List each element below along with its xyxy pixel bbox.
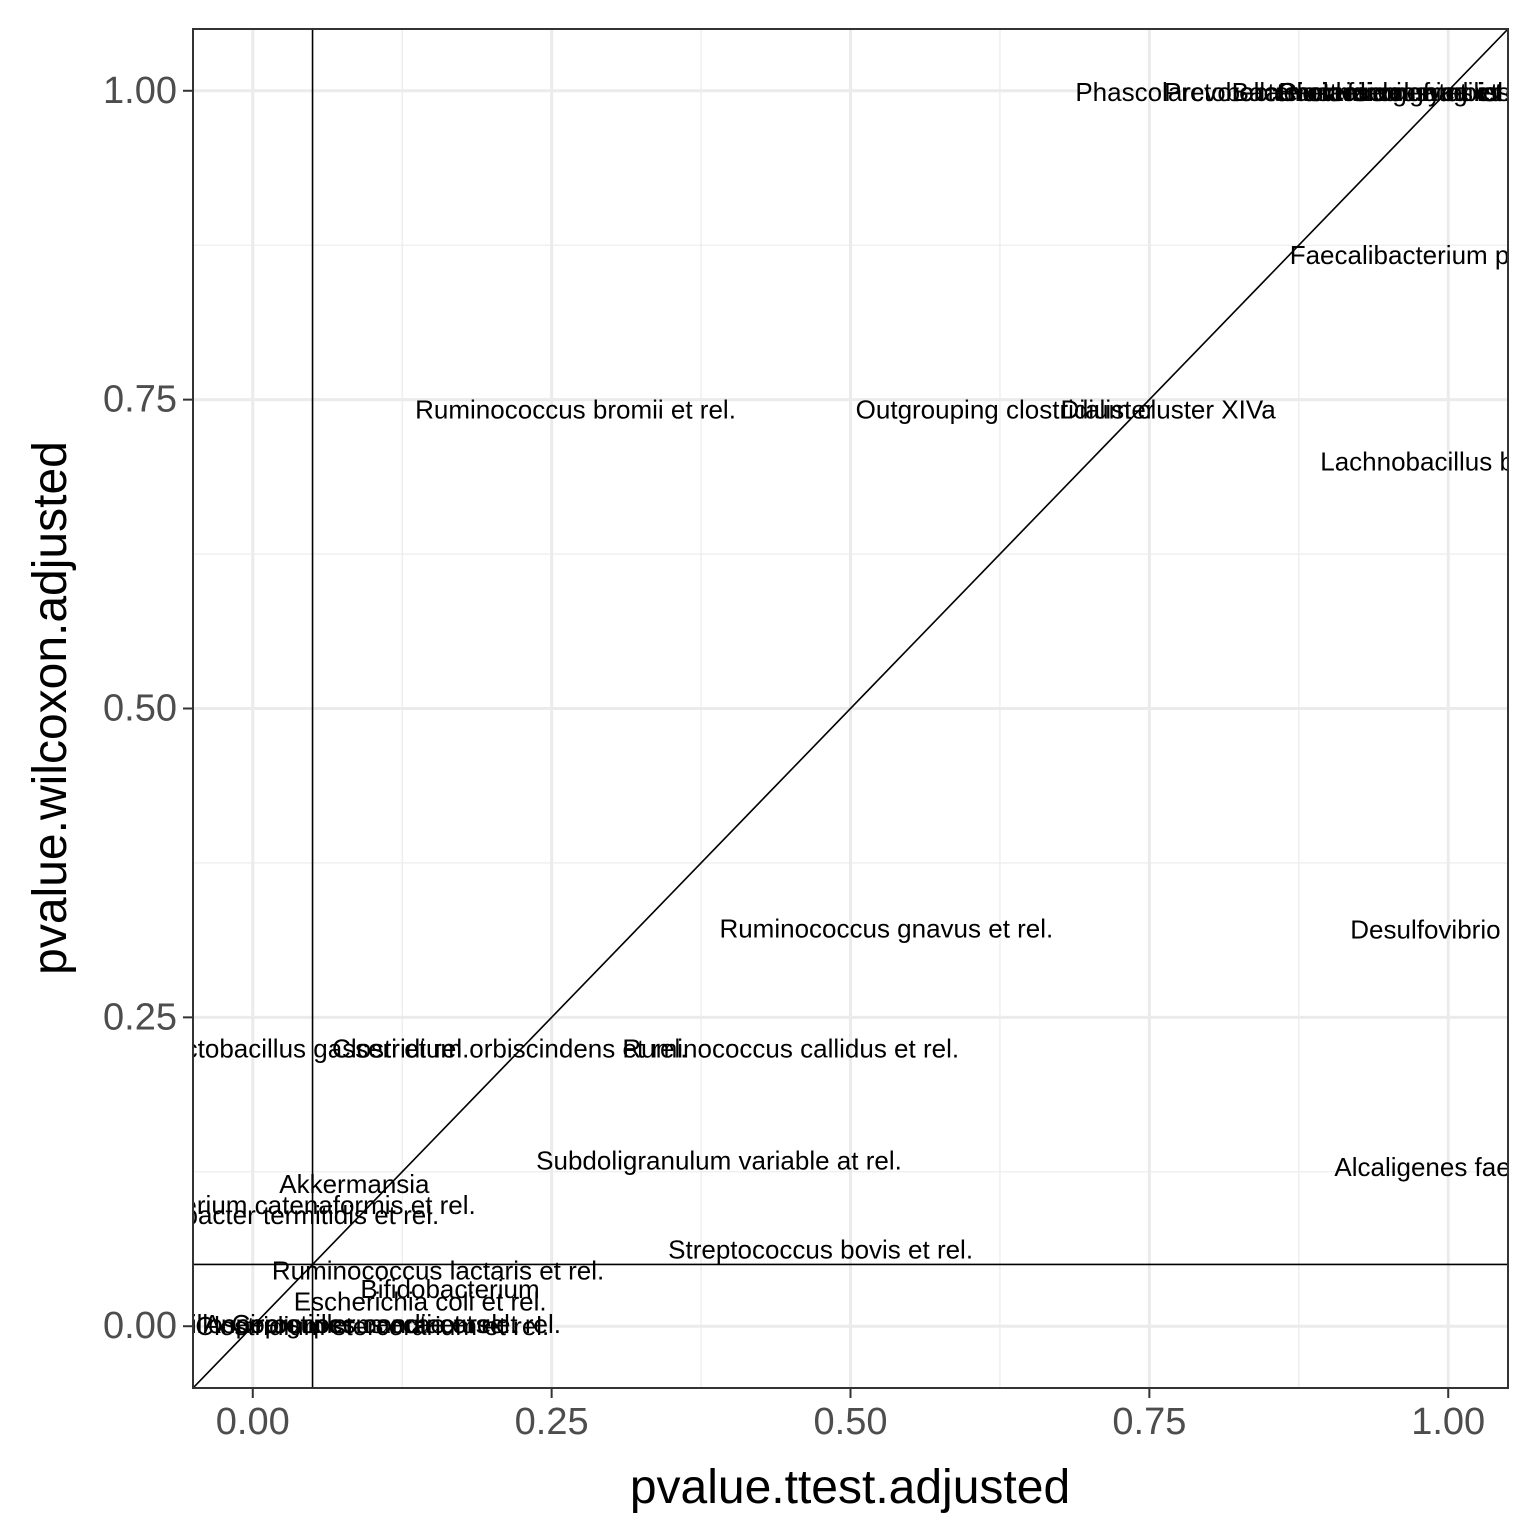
- point-label: Oscillospira guillermondii et rel.: [145, 1309, 505, 1339]
- point-label: Lactobacillus gasseri et rel.: [156, 1033, 470, 1063]
- point-label: Escherichia coli et rel.: [294, 1287, 547, 1317]
- point-label: Outgrouping clostridium cluster XIVa: [856, 395, 1277, 425]
- point-label: Bacteroides fragilis et rel.: [1278, 77, 1536, 107]
- y-tick-label: 0.25: [103, 996, 177, 1038]
- point-label: Prevotella melaninogenica et rel.: [1164, 77, 1536, 107]
- point-label: Subdoligranulum variable at rel.: [536, 1146, 902, 1176]
- point-label: Alcaligenes faeca: [1334, 1152, 1536, 1182]
- point-label: Ruminococcus callidus et rel.: [622, 1033, 959, 1063]
- point-label: Clostridium orbiscindens et rel.: [332, 1033, 687, 1063]
- y-axis-ticks: 0.00 0.25 0.50 0.75 1.00: [103, 70, 193, 1347]
- x-tick-label: 0.25: [515, 1401, 589, 1443]
- point-label: Desulfovibrio e: [1350, 915, 1522, 945]
- point-label: Lachnobacillus bo: [1320, 446, 1528, 476]
- x-axis-ticks: 0.00 0.25 0.50 0.75 1.00: [216, 1388, 1485, 1443]
- y-tick-label: 0.50: [103, 688, 177, 730]
- point-label: Dialister: [1061, 395, 1155, 425]
- point-label: Phascolarctobacterium faecium et rel.: [1075, 77, 1510, 107]
- y-tick-label: 0.00: [103, 1305, 177, 1347]
- point-label: Eubacterium catenaformis et rel.: [101, 1190, 475, 1220]
- point-label: Akkermansia: [279, 1169, 430, 1199]
- x-tick-label: 0.75: [1112, 1401, 1186, 1443]
- point-label: Coprococcus eutactus et rel.: [231, 1309, 561, 1339]
- point-labels: Faecalibacterium prau Ruminococcus bromii…: [101, 77, 1536, 1341]
- point-label: Ruminococcus bromii et rel.: [415, 395, 736, 425]
- y-axis-title: pvalue.wilcoxon.adjusted: [24, 441, 77, 975]
- x-tick-label: 0.50: [814, 1401, 888, 1443]
- y-tick-label: 1.00: [103, 70, 177, 112]
- point-label: Sporobacter termitidis et rel.: [114, 1200, 439, 1230]
- point-label: Bacteroides vulgatus et rel.: [1232, 77, 1536, 107]
- x-tick-label: 0.00: [216, 1401, 290, 1443]
- point-label: Bifidobacterium: [360, 1274, 539, 1304]
- point-label: Ruminococcus lactaris et rel.: [272, 1256, 604, 1286]
- point-label: Clostridium stercorarium et rel.: [195, 1311, 549, 1341]
- x-tick-label: 1.00: [1411, 1401, 1485, 1443]
- point-label: Streptococcus bovis et rel.: [668, 1235, 973, 1265]
- point-label: Ruminococcus gnavus et rel.: [719, 913, 1053, 943]
- reference-lines: [193, 29, 1508, 1388]
- point-label: Faecalibacterium prau: [1290, 240, 1536, 270]
- point-label: Anaerostipes caccae et rel.: [204, 1309, 518, 1339]
- y-tick-label: 0.75: [103, 379, 177, 421]
- point-label: Clostridium symbiosum et rel.: [1278, 77, 1536, 107]
- x-axis-title: pvalue.ttest.adjusted: [630, 1461, 1070, 1514]
- diagonal-line: [193, 29, 1508, 1388]
